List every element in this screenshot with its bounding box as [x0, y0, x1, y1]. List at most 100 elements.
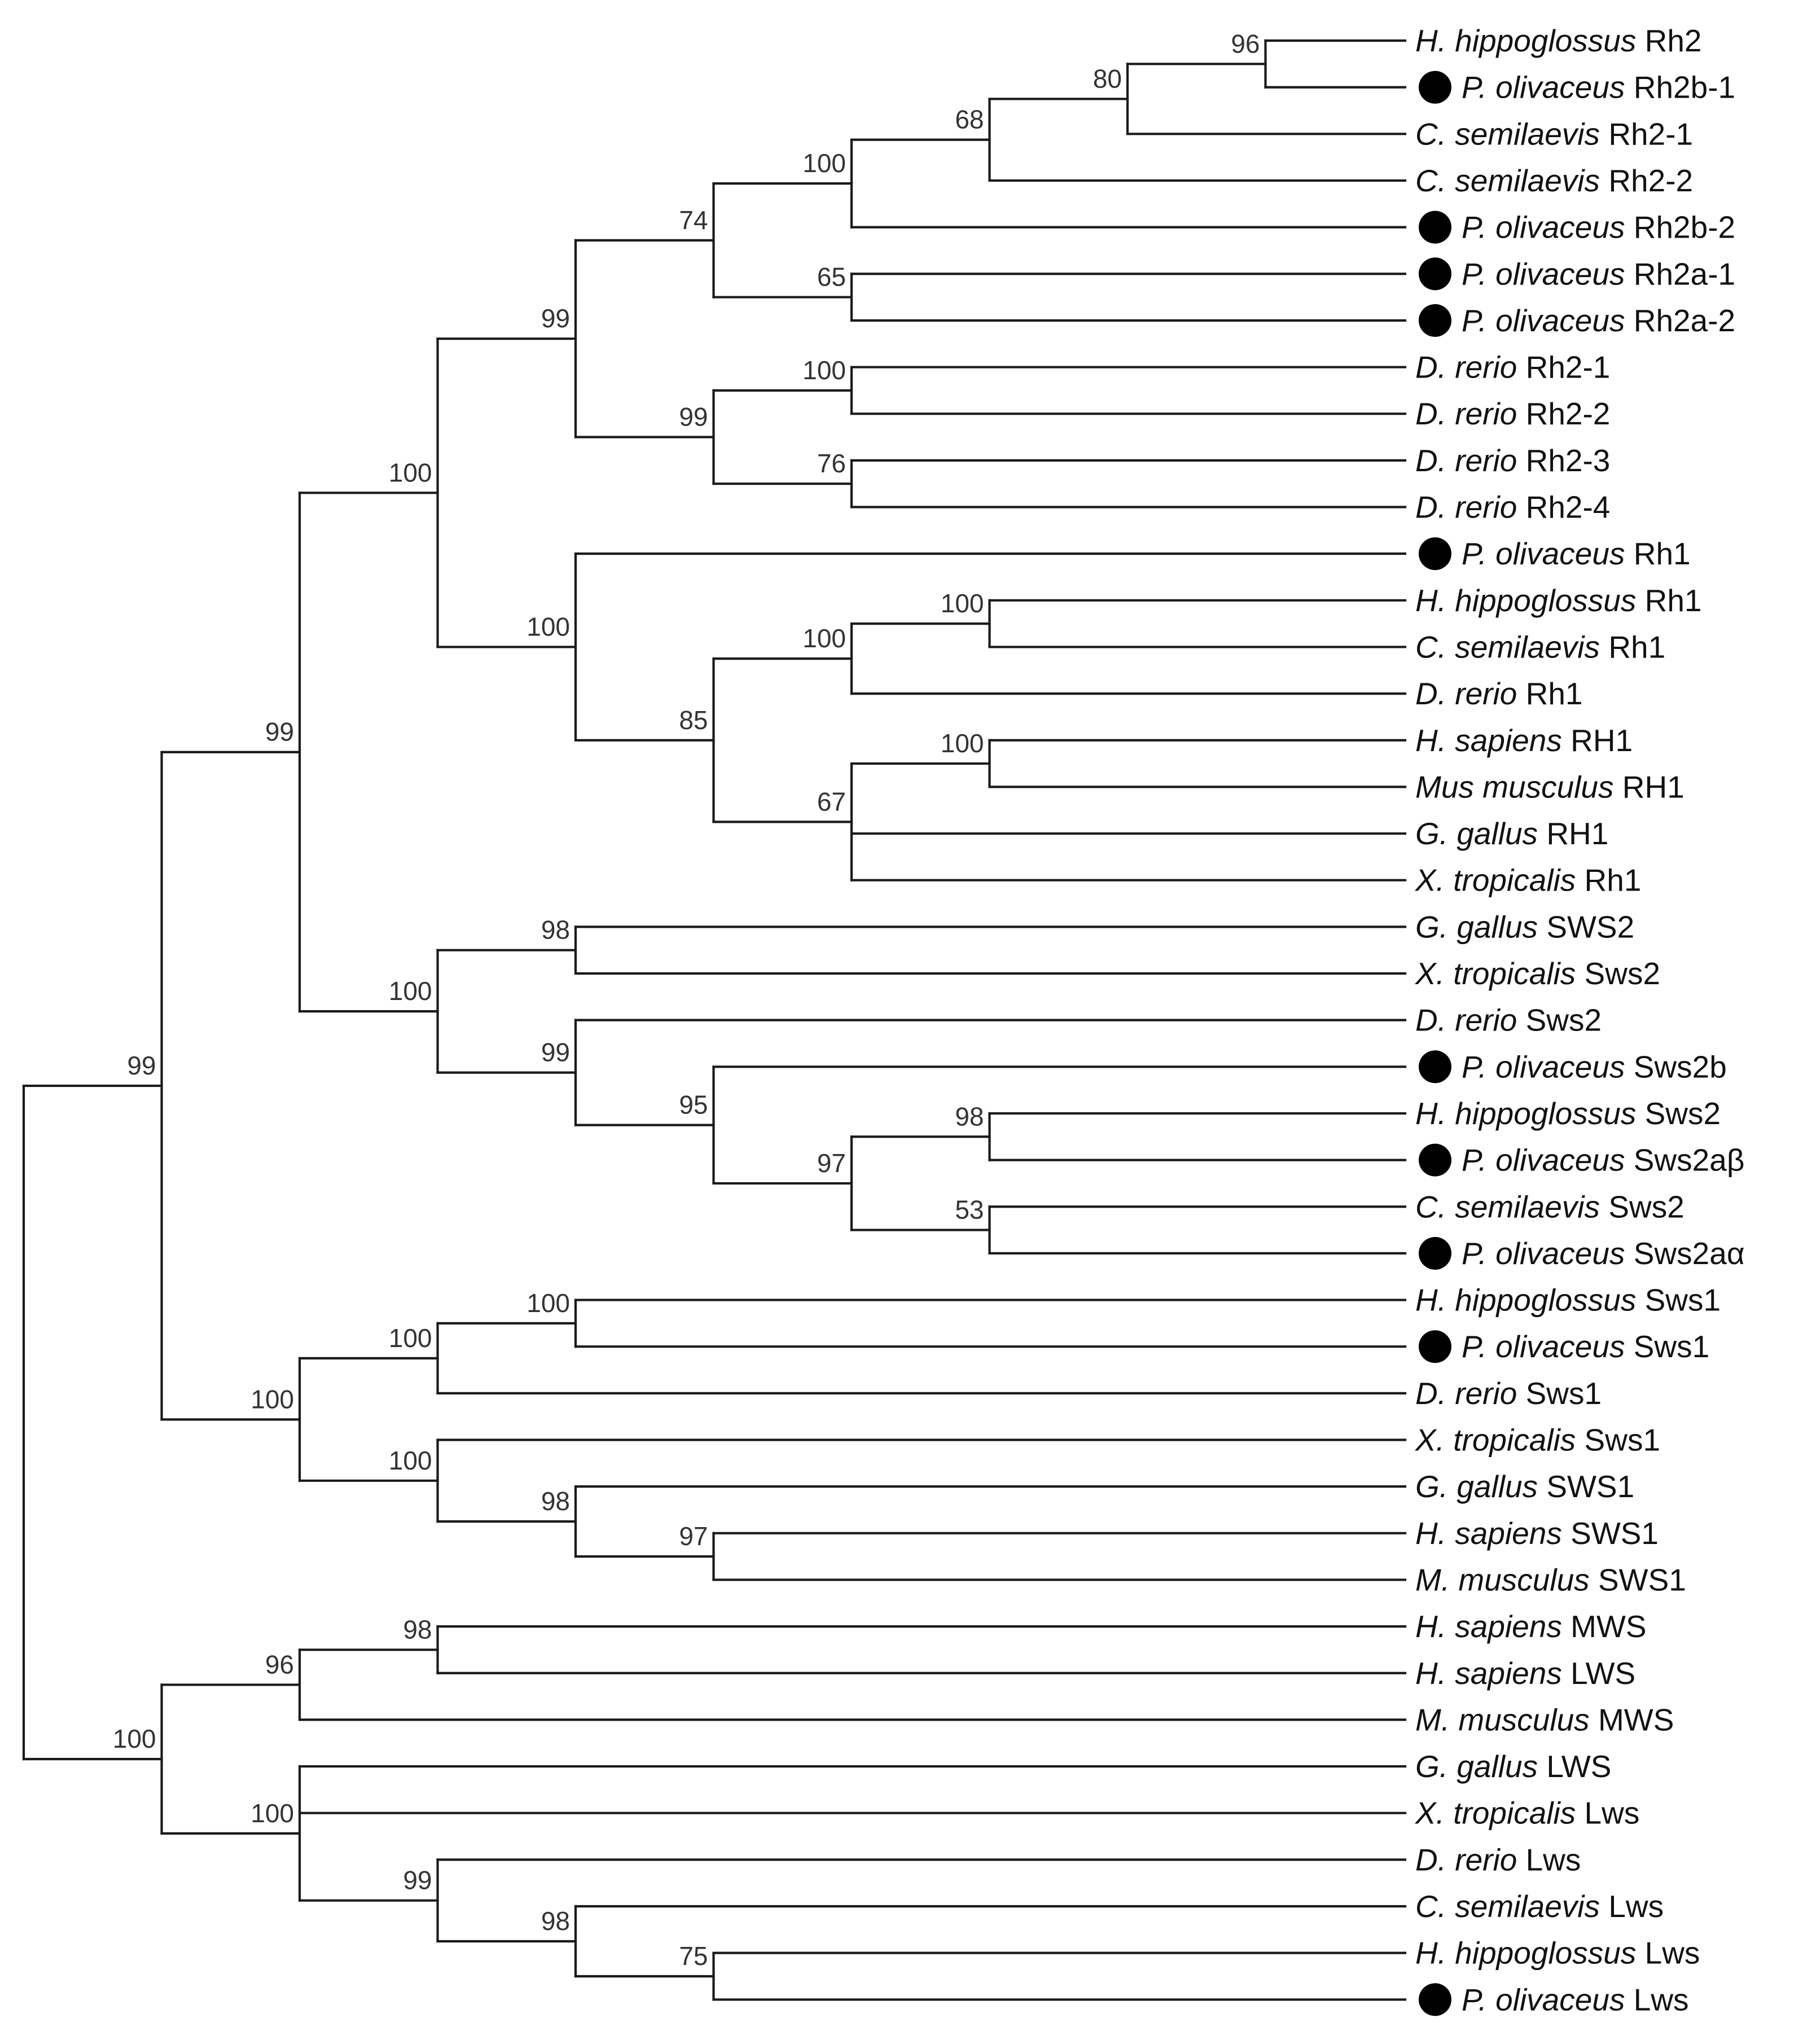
gene-name: Rh2-4: [1526, 490, 1611, 525]
bootstrap-value: 74: [679, 205, 708, 235]
olivaceus-marker-dot: [1419, 1050, 1451, 1084]
species-name: P. olivaceus: [1462, 210, 1625, 245]
bootstrap-value: 100: [389, 976, 432, 1006]
bootstrap-value: 98: [541, 915, 570, 945]
taxon-label: H. hippoglossus Lws: [1415, 1936, 1700, 1971]
gene-name: LWS: [1571, 1656, 1635, 1691]
gene-name: RH1: [1571, 723, 1633, 758]
taxon-label: P. olivaceus Rh2b-1: [1462, 70, 1735, 105]
gene-name: Sws1: [1645, 1283, 1721, 1318]
species-name: X. tropicalis: [1414, 1796, 1576, 1831]
olivaceus-marker-dot: [1419, 537, 1451, 571]
bootstrap-value: 98: [541, 1486, 570, 1516]
taxon-label: D. rerio Rh1: [1415, 676, 1583, 711]
species-name: C. semilaevis: [1415, 629, 1600, 664]
bootstrap-value: 100: [389, 458, 432, 487]
bootstrap-value: 68: [955, 105, 984, 134]
species-name: H. hippoglossus: [1415, 1936, 1636, 1971]
bootstrap-value: 100: [802, 356, 846, 385]
olivaceus-marker-dot: [1419, 210, 1451, 244]
species-name: P. olivaceus: [1462, 1236, 1625, 1271]
taxon-label: P. olivaceus Sws2aα: [1462, 1236, 1745, 1271]
taxon-label: C. semilaevis Sws2: [1415, 1189, 1684, 1224]
gene-name: SWS1: [1598, 1562, 1686, 1597]
bootstrap-value: 96: [265, 1650, 294, 1679]
olivaceus-marker-dot: [1419, 304, 1451, 337]
olivaceus-marker-dot: [1419, 1143, 1451, 1177]
species-name: H. sapiens: [1415, 1516, 1562, 1551]
taxon-label: Mus musculus RH1: [1415, 769, 1684, 804]
taxon-label: M. musculus SWS1: [1415, 1562, 1686, 1597]
taxon-label: P. olivaceus Rh1: [1462, 536, 1691, 571]
species-name: C. semilaevis: [1415, 1889, 1600, 1924]
species-name: H. sapiens: [1415, 1609, 1562, 1644]
gene-name: Rh2a-1: [1634, 256, 1735, 291]
bootstrap-value: 100: [389, 1323, 432, 1353]
species-name: H. hippoglossus: [1415, 1096, 1636, 1131]
bootstrap-value: 100: [527, 1288, 570, 1318]
gene-name: Lws: [1634, 1982, 1689, 2017]
gene-name: Rh1: [1608, 629, 1665, 664]
olivaceus-marker-dot: [1419, 71, 1451, 104]
gene-name: Rh2-2: [1608, 163, 1693, 198]
taxon-label: P. olivaceus Sws2aβ: [1462, 1143, 1744, 1178]
species-name: H. hippoglossus: [1415, 583, 1636, 618]
gene-name: MWS: [1571, 1609, 1646, 1644]
gene-name: Sws2: [1645, 1096, 1721, 1131]
species-name: D. rerio: [1415, 350, 1517, 385]
bootstrap-value: 53: [955, 1195, 984, 1225]
bootstrap-value: 97: [679, 1521, 708, 1551]
bootstrap-value: 99: [541, 304, 570, 333]
bootstrap-value: 65: [817, 262, 846, 292]
bootstrap-value: 100: [802, 624, 846, 653]
species-name: D. rerio: [1415, 490, 1517, 525]
species-name: P. olivaceus: [1462, 1143, 1625, 1178]
gene-name: LWS: [1546, 1749, 1611, 1784]
taxon-label: H. sapiens SWS1: [1415, 1516, 1659, 1551]
bootstrap-value: 76: [817, 449, 846, 478]
bootstrap-value: 85: [679, 705, 708, 735]
taxon-label: G. gallus SWS1: [1415, 1469, 1634, 1504]
taxon-label: H. sapiens LWS: [1415, 1656, 1635, 1691]
gene-name: Lws: [1608, 1889, 1664, 1924]
gene-name: Rh2a-2: [1634, 303, 1735, 338]
gene-name: RH1: [1622, 769, 1684, 804]
species-name: D. rerio: [1415, 1376, 1517, 1411]
taxon-label: H. sapiens RH1: [1415, 723, 1633, 758]
taxon-label: D. rerio Sws2: [1415, 1003, 1602, 1038]
gene-name: Rh2b-2: [1634, 210, 1735, 245]
taxon-label: C. semilaevis Rh2-1: [1415, 116, 1693, 151]
taxon-label: C. semilaevis Lws: [1415, 1889, 1664, 1924]
gene-name: SWS1: [1546, 1469, 1634, 1504]
taxon-label: P. olivaceus Rh2a-2: [1462, 303, 1735, 338]
gene-name: Rh2-1: [1526, 350, 1611, 385]
species-name: P. olivaceus: [1462, 303, 1625, 338]
taxon-label: M. musculus MWS: [1415, 1702, 1674, 1737]
species-name: X. tropicalis: [1414, 1423, 1576, 1458]
gene-name: Sws1: [1634, 1329, 1710, 1364]
taxon-label: G. gallus SWS2: [1415, 909, 1634, 944]
bootstrap-value: 99: [403, 1866, 432, 1895]
species-name: P. olivaceus: [1462, 1329, 1625, 1364]
gene-name: Rh1: [1526, 676, 1583, 711]
bootstrap-value: 99: [127, 1051, 156, 1080]
species-name: H. sapiens: [1415, 1656, 1562, 1691]
species-name: X. tropicalis: [1414, 863, 1576, 898]
species-name: D. rerio: [1415, 676, 1517, 711]
gene-name: Rh1: [1645, 583, 1702, 618]
species-name: D. rerio: [1415, 396, 1517, 431]
gene-name: MWS: [1598, 1702, 1674, 1737]
taxon-label: D. rerio Lws: [1415, 1842, 1581, 1877]
bootstrap-value: 100: [941, 729, 984, 758]
species-name: P. olivaceus: [1462, 536, 1625, 571]
species-name: C. semilaevis: [1415, 163, 1600, 198]
bootstrap-value: 75: [679, 1941, 708, 1971]
gene-name: Rh2b-1: [1634, 70, 1735, 105]
species-name: X. tropicalis: [1414, 956, 1576, 991]
taxon-label: D. rerio Rh2-4: [1415, 490, 1610, 525]
bootstrap-value: 100: [251, 1384, 294, 1414]
gene-name: Sws2b: [1634, 1049, 1727, 1084]
taxon-label: P. olivaceus Sws2b: [1462, 1049, 1727, 1084]
bootstrap-value: 98: [955, 1102, 984, 1131]
